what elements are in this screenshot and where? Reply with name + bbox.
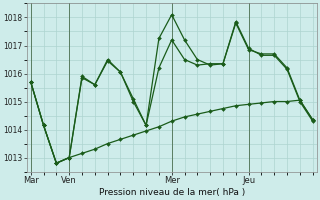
X-axis label: Pression niveau de la mer( hPa ): Pression niveau de la mer( hPa ) bbox=[99, 188, 245, 197]
